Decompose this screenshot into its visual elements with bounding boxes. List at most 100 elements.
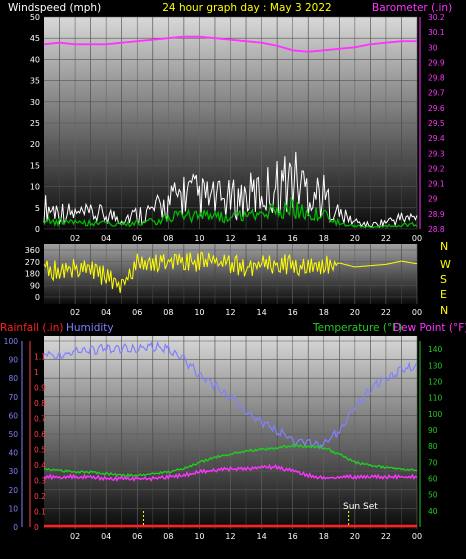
temperature-y-tick-label: 50 bbox=[428, 491, 438, 500]
wind-y-tick-label: 15 bbox=[30, 161, 40, 170]
rainfall-y-tick-label: 0.3 bbox=[34, 477, 46, 486]
x-tick-label: 22 bbox=[381, 532, 391, 541]
humidity-y-tick-label: 100 bbox=[4, 337, 19, 346]
x-tick-label: 20 bbox=[350, 308, 360, 317]
x-tick-label: 14 bbox=[256, 234, 266, 243]
x-tick-label: 02 bbox=[70, 308, 80, 317]
barometer-y-tick-label: 30 bbox=[428, 43, 438, 52]
barometer-y-tick-label: 29.3 bbox=[428, 149, 445, 158]
rainfall-y-tick-label: 1 bbox=[34, 368, 39, 377]
temperature-y-tick-label: 60 bbox=[428, 474, 438, 483]
humidity-y-tick-label: 60 bbox=[8, 411, 18, 420]
barometer-line bbox=[43, 35, 417, 53]
barometer-y-tick-label: 30.2 bbox=[428, 13, 445, 22]
rainfall-y-tick-label: 0.9 bbox=[34, 384, 46, 393]
barometer-y-tick-label: 29.4 bbox=[428, 134, 445, 143]
barometer-y-tick-label: 29.9 bbox=[428, 58, 445, 67]
humidity-y-tick-label: 70 bbox=[8, 393, 18, 402]
x-tick-label: 18 bbox=[319, 308, 329, 317]
rainfall-y-tick-label: 0 bbox=[34, 523, 39, 532]
x-tick-label: 08 bbox=[163, 234, 173, 243]
x-tick-label: 10 bbox=[194, 234, 204, 243]
temperature-y-tick-label: 70 bbox=[428, 458, 438, 467]
barometer-y-tick-label: 28.8 bbox=[428, 225, 445, 234]
wind-y-tick-label: 35 bbox=[30, 77, 40, 86]
x-tick-label: 00 bbox=[412, 308, 422, 317]
humidity-y-tick-label: 80 bbox=[8, 374, 18, 383]
direction-panel bbox=[43, 251, 418, 294]
direction-y-tick-label: 270 bbox=[25, 258, 40, 267]
windspeed-axis-title: Windspeed (mph) bbox=[8, 2, 101, 14]
temperature-line bbox=[43, 443, 418, 478]
windspeed-line bbox=[43, 151, 418, 229]
humidity-y-tick-label: 30 bbox=[8, 467, 18, 476]
temperature-y-tick-label: 40 bbox=[428, 507, 438, 516]
x-tick-label: 20 bbox=[350, 532, 360, 541]
x-tick-label: 16 bbox=[288, 532, 298, 541]
temperature-y-tick-label: 130 bbox=[428, 361, 443, 370]
grid-lines bbox=[44, 16, 418, 529]
compass-letter-w: W bbox=[440, 258, 451, 271]
x-tick-label: 04 bbox=[101, 234, 111, 243]
wind-y-tick-label: 20 bbox=[30, 140, 40, 149]
barometer-y-tick-label: 30.1 bbox=[428, 28, 445, 37]
rainfall-y-tick-label: 0.5 bbox=[34, 446, 46, 455]
wind-y-tick-label: 45 bbox=[30, 34, 40, 43]
wind-y-tick-label: 5 bbox=[35, 204, 40, 213]
rainfall-axis-title: Rainfall (.in) bbox=[0, 322, 63, 334]
wind-y-tick-label: 10 bbox=[30, 183, 40, 192]
rainfall-y-tick-label: 0.4 bbox=[34, 461, 46, 470]
direction-y-tick-label: 90 bbox=[30, 281, 40, 290]
wind-y-tick-label: 25 bbox=[30, 119, 40, 128]
direction-y-tick-label: 360 bbox=[25, 246, 40, 255]
wind-y-tick-label: 0 bbox=[35, 225, 40, 234]
humidity-axis-title: Humidity bbox=[66, 322, 114, 334]
rainfall-y-tick-label: 0.1 bbox=[34, 508, 46, 517]
rainfall-y-tick-label: 1.1 bbox=[34, 353, 46, 362]
humidity-y-tick-label: 10 bbox=[8, 504, 18, 513]
chart-title: 24 hour graph day : May 3 2022 bbox=[162, 2, 331, 14]
x-tick-label: 10 bbox=[194, 532, 204, 541]
wind-y-tick-label: 50 bbox=[30, 13, 40, 22]
humidity-y-tick-label: 90 bbox=[8, 356, 18, 365]
rainfall-y-tick-label: 0.7 bbox=[34, 415, 46, 424]
barometer-y-tick-label: 28.9 bbox=[428, 210, 445, 219]
humidity-line bbox=[43, 340, 418, 450]
wind-direction-line bbox=[43, 251, 418, 294]
compass-letter-n-bottom: N bbox=[440, 304, 448, 317]
x-tick-label: 14 bbox=[256, 532, 266, 541]
x-tick-label: 00 bbox=[412, 234, 422, 243]
temperature-axis-title: Temperature (°F) bbox=[312, 322, 402, 334]
x-tick-label: 14 bbox=[256, 308, 266, 317]
x-tick-label: 22 bbox=[381, 308, 391, 317]
barometer-y-tick-label: 29 bbox=[428, 195, 438, 204]
x-tick-label: 02 bbox=[70, 532, 80, 541]
temperature-panel bbox=[43, 340, 418, 528]
wind-y-tick-label: 30 bbox=[30, 98, 40, 107]
barometer-axis-title: Barometer (.in) bbox=[372, 2, 452, 14]
compass-letter-n-top: N bbox=[440, 240, 448, 253]
x-tick-label: 12 bbox=[225, 234, 235, 243]
temperature-y-tick-label: 110 bbox=[428, 394, 443, 403]
x-tick-label: 06 bbox=[132, 532, 142, 541]
x-tick-label: 08 bbox=[163, 308, 173, 317]
humidity-y-tick-label: 40 bbox=[8, 449, 18, 458]
x-tick-label: 04 bbox=[101, 532, 111, 541]
barometer-y-tick-label: 29.5 bbox=[428, 119, 445, 128]
compass-letter-s: S bbox=[440, 273, 447, 286]
direction-y-tick-label: 180 bbox=[25, 270, 40, 279]
barometer-y-tick-label: 29.7 bbox=[428, 89, 445, 98]
wind-average-line bbox=[43, 196, 418, 229]
rainfall-y-tick-label: 0.2 bbox=[34, 492, 46, 501]
x-tick-label: 20 bbox=[350, 234, 360, 243]
x-tick-label: 22 bbox=[381, 234, 391, 243]
barometer-y-tick-label: 29.6 bbox=[428, 104, 445, 113]
dewpoint-axis-title: Dew Point (°F) bbox=[393, 322, 466, 334]
direction-y-tick-label: 0 bbox=[35, 293, 40, 302]
barometer-y-tick-label: 29.8 bbox=[428, 74, 445, 83]
dewpoint-line bbox=[43, 463, 418, 482]
temperature-y-tick-label: 90 bbox=[428, 426, 438, 435]
humidity-y-tick-label: 0 bbox=[13, 523, 18, 532]
